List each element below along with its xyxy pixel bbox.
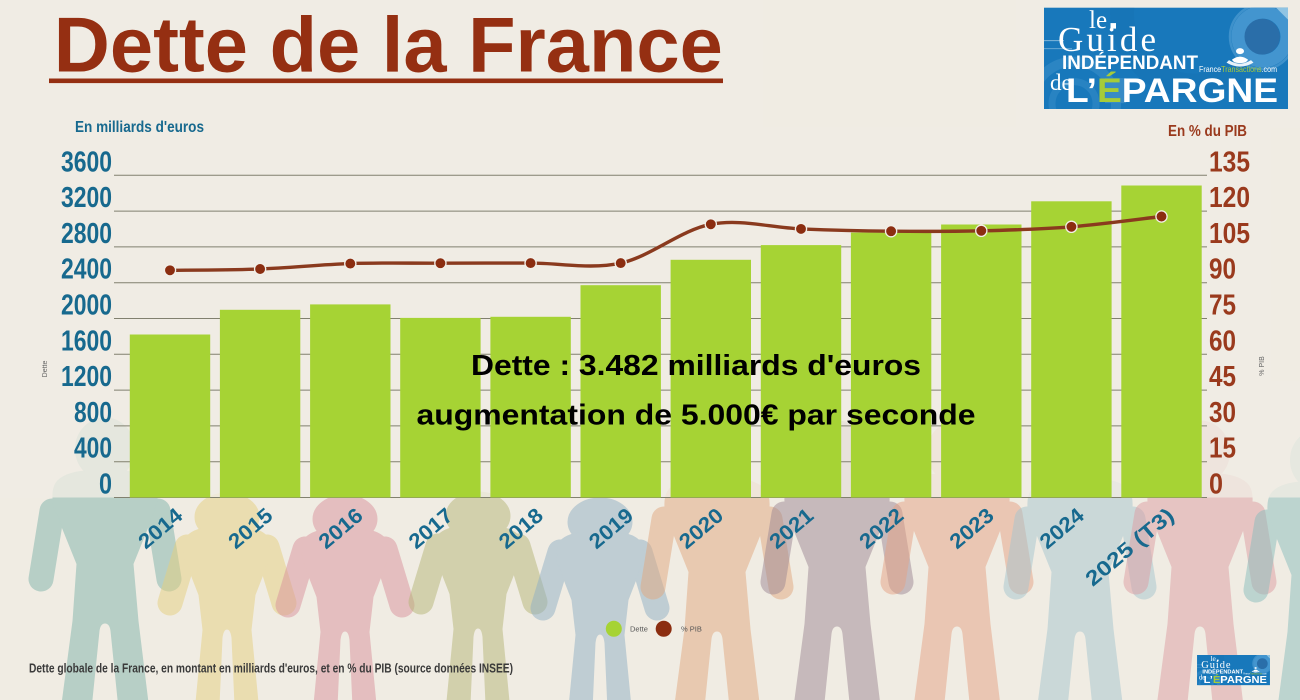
svg-text:Dette globale de la France, en: Dette globale de la France, en montant e… — [29, 662, 513, 676]
svg-text:Dette: Dette — [630, 625, 648, 634]
svg-text:2800: 2800 — [61, 218, 112, 250]
svg-text:0: 0 — [1209, 469, 1223, 501]
svg-text:0: 0 — [99, 469, 112, 501]
svg-text:15: 15 — [1209, 433, 1236, 465]
svg-text:% PIB: % PIB — [681, 625, 702, 634]
svg-text:% PIB: % PIB — [1259, 356, 1266, 376]
svg-text:1600: 1600 — [61, 325, 112, 357]
svg-text:3200: 3200 — [61, 182, 112, 214]
svg-text:30: 30 — [1209, 397, 1236, 429]
svg-text:60: 60 — [1209, 325, 1236, 357]
svg-text:3600: 3600 — [61, 146, 112, 178]
svg-text:En milliards d'euros: En milliards d'euros — [75, 119, 204, 136]
svg-text:75: 75 — [1209, 290, 1236, 322]
svg-text:800: 800 — [74, 397, 112, 429]
svg-text:90: 90 — [1209, 254, 1236, 286]
svg-text:2000: 2000 — [61, 290, 112, 322]
svg-text:105: 105 — [1209, 218, 1250, 250]
svg-text:Dette de la France: Dette de la France — [54, 1, 723, 89]
svg-text:1200: 1200 — [61, 361, 112, 393]
svg-text:400: 400 — [74, 433, 112, 465]
svg-text:Dette: Dette — [42, 361, 49, 378]
svg-text:augmentation de 5.000€ par sec: augmentation de 5.000€ par seconde — [417, 400, 976, 432]
svg-text:120: 120 — [1209, 182, 1250, 214]
svg-text:2400: 2400 — [61, 254, 112, 286]
svg-text:En % du PIB: En % du PIB — [1168, 123, 1247, 140]
svg-text:Dette : 3.482 milliards d'euro: Dette : 3.482 milliards d'euros — [471, 350, 921, 382]
svg-text:135: 135 — [1209, 146, 1250, 178]
svg-text:45: 45 — [1209, 361, 1236, 393]
